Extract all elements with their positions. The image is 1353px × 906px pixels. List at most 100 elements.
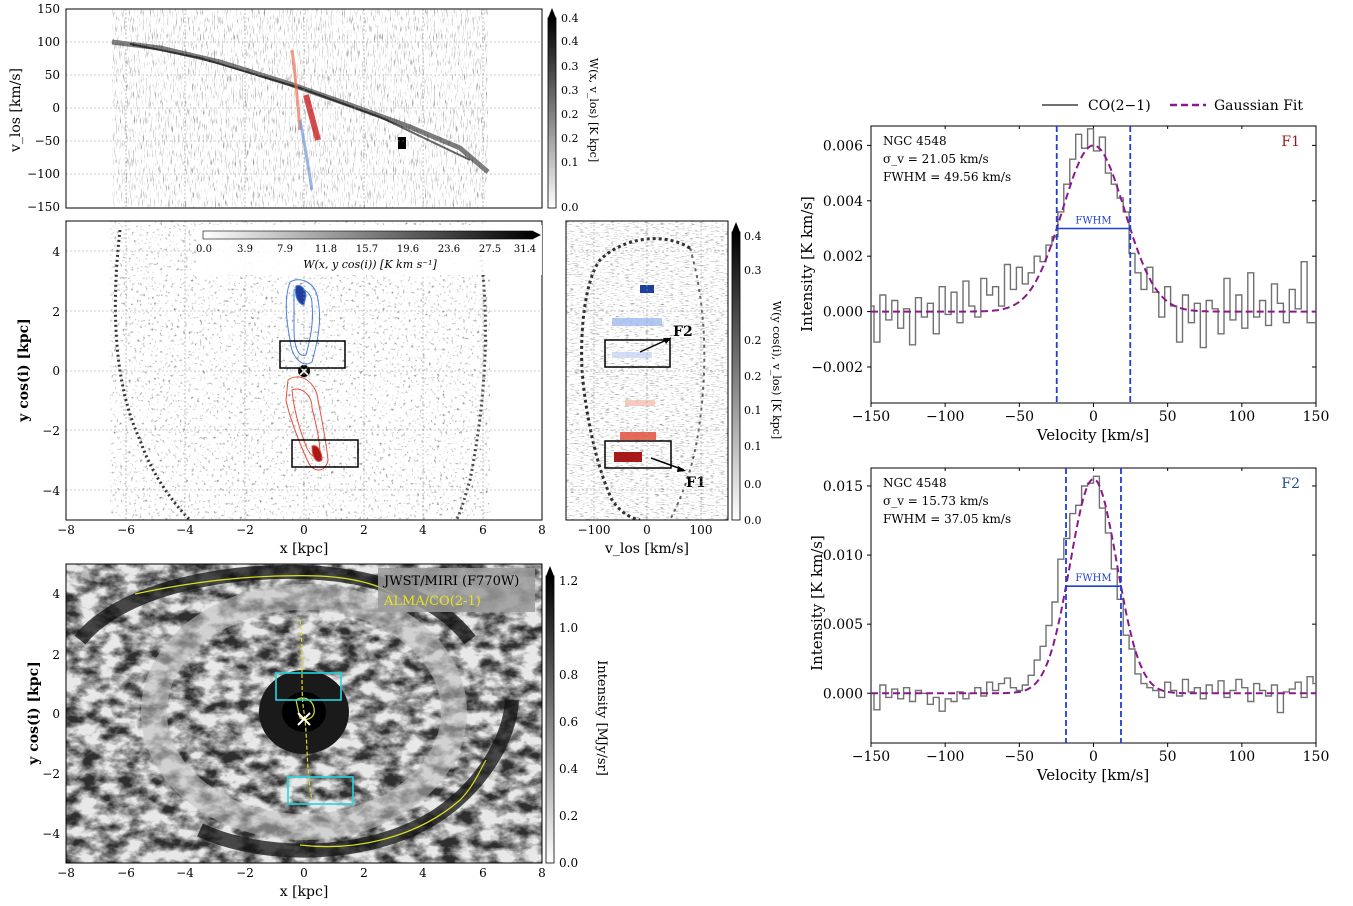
jwst-ytick: 0 bbox=[52, 707, 60, 721]
pv-minor-xtick: −100 bbox=[578, 523, 611, 537]
spec-f1-galaxy: NGC 4548 bbox=[883, 134, 947, 148]
x-tick-label: 50 bbox=[1159, 409, 1177, 425]
y-tick-label: 0.002 bbox=[823, 249, 863, 265]
spectrum-plot-area bbox=[870, 125, 1317, 404]
map-xtick: −8 bbox=[57, 523, 75, 537]
jwst-spiral-arm-south bbox=[197, 699, 519, 858]
cbar-tick: 0.0 bbox=[744, 478, 762, 491]
map-box-f1 bbox=[291, 439, 359, 468]
cbar-tick: 0.4 bbox=[561, 35, 579, 48]
spec-f2-tag: F2 bbox=[1281, 476, 1300, 492]
co-map-panel: 0.0 3.9 7.9 11.8 15.7 19.6 23.6 27.5 31.… bbox=[16, 220, 546, 557]
pv-major-panel: 150 100 50 0 −50 −100 −150 v_los [km/s] … bbox=[8, 2, 600, 214]
spectrum-f1-panel: −150 −100 −50 0 50 100 150 0.006 0.004 0.002 0.000… bbox=[798, 125, 1329, 444]
jwst-xticks: −8 −6 −4 −2 0 2 4 6 8 bbox=[57, 866, 546, 880]
cbar-tick: 0.4 bbox=[561, 12, 579, 25]
cbar-tick: 11.8 bbox=[315, 244, 337, 255]
jwst-ytick: −4 bbox=[42, 827, 60, 841]
jwst-legend-box bbox=[378, 568, 535, 612]
pv-major-colorbar bbox=[547, 17, 557, 209]
spectrum-f2-panel: −150 −100 −50 0 50 100 150 0.015 0.010 0.005 0.000… bbox=[808, 467, 1330, 784]
x-tick-label: −150 bbox=[852, 409, 890, 425]
jwst-cbar-label: Intensity [MJy/sr] bbox=[594, 660, 609, 776]
jwst-xtick: 8 bbox=[538, 866, 546, 880]
jwst-xtick: −2 bbox=[236, 866, 254, 880]
map-ytick: −4 bbox=[42, 484, 60, 498]
y-tick-label: 0.004 bbox=[823, 194, 863, 210]
cbar-tick: 1.2 bbox=[559, 574, 578, 588]
y-tick-label: 0.010 bbox=[823, 548, 863, 564]
map-ytick: −2 bbox=[42, 424, 60, 438]
cbar-tick: 0.1 bbox=[561, 156, 579, 169]
x-tick-label: 100 bbox=[1228, 409, 1255, 425]
jwst-ytick: 4 bbox=[52, 587, 60, 601]
cbar-tick: 31.4 bbox=[514, 244, 536, 255]
cbar-tick: 0.3 bbox=[561, 60, 579, 73]
cbar-tick: 7.9 bbox=[277, 244, 293, 255]
y-tick-label: 0.000 bbox=[823, 305, 863, 321]
x-tick-label: −100 bbox=[926, 749, 964, 765]
map-xticks: −8 −6 −4 −2 0 2 4 6 8 bbox=[57, 523, 546, 537]
pv-dark-clump bbox=[398, 137, 406, 149]
y-tick-label: 0.006 bbox=[823, 138, 863, 154]
pv-ytick: −100 bbox=[27, 167, 60, 181]
legend-co-label: CO(2−1) bbox=[1088, 98, 1151, 114]
cbar-tick: 1.0 bbox=[559, 621, 578, 635]
pv-major-cbar-ticks: 0.4 0.4 0.3 0.3 0.2 0.2 0.1 0.0 bbox=[561, 12, 579, 214]
jwst-cbar-ticks: 1.2 1.0 0.8 0.6 0.4 0.2 0.0 bbox=[559, 574, 578, 870]
cbar-tick: 0.1 bbox=[744, 404, 762, 417]
pv-minor-red-clump bbox=[614, 452, 642, 462]
pv-ytick: 0 bbox=[52, 101, 60, 115]
jwst-xtick: −8 bbox=[57, 866, 75, 880]
x-tick-label: 50 bbox=[1159, 749, 1177, 765]
cbar-tick: 19.6 bbox=[397, 244, 419, 255]
annotation-f2: F2 bbox=[673, 324, 693, 340]
spec-f2-fwhm-bar-label: FWHM bbox=[1075, 573, 1111, 584]
jwst-ytick: −2 bbox=[42, 767, 60, 781]
cbar-tick: 0.4 bbox=[744, 230, 762, 243]
x-tick-label: 100 bbox=[1228, 749, 1255, 765]
cbar-tick: 0.6 bbox=[559, 715, 578, 729]
pv-minor-grid bbox=[566, 221, 728, 520]
pv-minor-colorbar bbox=[731, 231, 741, 521]
pv-major-yticks: 150 100 50 0 −50 −100 −150 bbox=[27, 2, 60, 214]
cbar-tick: 0.2 bbox=[559, 809, 578, 823]
pv-major-grid bbox=[66, 9, 542, 208]
pv-ytick: −150 bbox=[27, 200, 60, 214]
jwst-xtick: 6 bbox=[479, 866, 487, 880]
spectrum-plot-area bbox=[870, 467, 1317, 744]
spec-f1-ylabel: Intensity [K km/s] bbox=[798, 196, 816, 332]
pv-blue-emission bbox=[298, 119, 314, 191]
jwst-panel: JWST/MIRI (F770W) ALMA/CO(2-1) 4 2 0 −2 … bbox=[26, 563, 609, 900]
jwst-box-f1 bbox=[287, 776, 354, 805]
pv-major-ylabel: v_los [km/s] bbox=[8, 68, 24, 153]
x-tick-label: 150 bbox=[1303, 749, 1330, 765]
x-tick-label: 0 bbox=[1089, 749, 1098, 765]
cbar-tick: 0.4 bbox=[559, 762, 578, 776]
y-tick-label: 0.015 bbox=[823, 479, 863, 495]
jwst-legend-alma: ALMA/CO(2-1) bbox=[383, 594, 481, 609]
jwst-colorbar bbox=[545, 575, 555, 864]
map-colorbar bbox=[202, 230, 534, 240]
pv-ytick: 50 bbox=[45, 68, 60, 82]
cbar-tick: 0.0 bbox=[559, 856, 578, 870]
spec-f2-galaxy: NGC 4548 bbox=[883, 476, 947, 490]
spec-f1-xlabel: Velocity [km/s] bbox=[1036, 426, 1149, 444]
pv-minor-xlabel: v_los [km/s] bbox=[604, 541, 689, 557]
y-tick-label: 0.000 bbox=[823, 686, 863, 702]
cbar-tick: 23.6 bbox=[438, 244, 460, 255]
jwst-legend-miri: JWST/MIRI (F770W) bbox=[382, 574, 519, 589]
jwst-xtick: 2 bbox=[360, 866, 368, 880]
annotation-f1: F1 bbox=[686, 475, 706, 491]
pv-minor-ring bbox=[580, 237, 691, 520]
cbar-tick: 27.5 bbox=[479, 244, 501, 255]
x-tick-label: −100 bbox=[926, 409, 964, 425]
jwst-box-f2 bbox=[275, 672, 342, 701]
spec-f1-sigma: σ_v = 21.05 km/s bbox=[883, 152, 989, 166]
pv-minor-xtick: 100 bbox=[690, 523, 713, 537]
map-xtick: 0 bbox=[300, 523, 308, 537]
map-ylabel: y cos(i) [kpc] bbox=[16, 318, 32, 422]
pv-minor-xticks: −100 0 100 bbox=[578, 523, 713, 537]
cbar-tick: 0.3 bbox=[561, 84, 579, 97]
pv-major-cbar-label: W(x, v_los) [K kpc] bbox=[587, 58, 600, 162]
